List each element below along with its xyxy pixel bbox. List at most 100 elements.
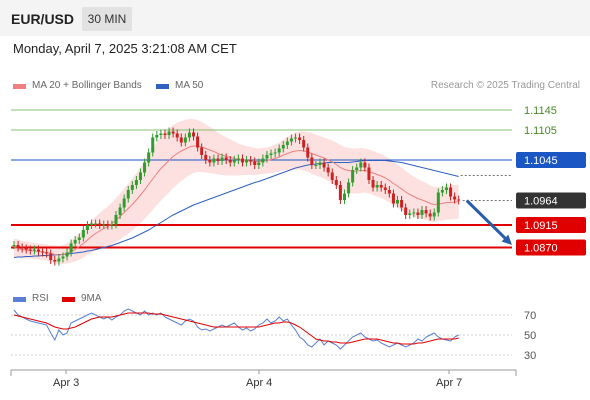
candle-body (187, 132, 191, 138)
candle-body (273, 152, 277, 154)
candle-body (277, 148, 281, 153)
resistance-level-label: 1.1105 (524, 125, 557, 137)
candle-body (355, 167, 359, 170)
candle-body (28, 249, 32, 251)
candle-body (416, 212, 420, 215)
candle-body (371, 180, 375, 188)
candle-body (183, 137, 187, 143)
candle-body (326, 167, 330, 173)
pivot-level-label: 1.1045 (524, 155, 558, 167)
candle-body (179, 137, 183, 143)
candle-body (49, 253, 53, 260)
candle-body (347, 182, 351, 194)
candle-body (73, 240, 77, 244)
candle-body (306, 147, 310, 158)
rsi-line (13, 308, 459, 350)
candle-body (155, 135, 159, 138)
candle-body (444, 187, 448, 190)
candle-body (391, 193, 395, 204)
resistance-level-label: 1.1145 (524, 105, 557, 117)
candle-body (387, 190, 391, 194)
ma20-line (13, 145, 459, 256)
rsi-tick-label: 70 (524, 310, 536, 322)
candle-body (261, 158, 265, 163)
candle-body (94, 223, 98, 225)
candle-body (106, 224, 110, 226)
rsi-ma-legend-label: 9MA (81, 293, 102, 304)
forecast-arrow-shaft (465, 199, 510, 243)
candle-body (298, 137, 302, 140)
candle-body (420, 210, 424, 215)
candle-body (265, 155, 269, 159)
candle-body (424, 210, 428, 214)
ma50-legend-swatch (156, 84, 169, 89)
candle-body (436, 192, 440, 213)
candle-body (85, 225, 89, 230)
candle-body (240, 158, 244, 163)
candle-body (204, 155, 208, 160)
candle-body (302, 140, 306, 148)
candle-body (41, 251, 45, 253)
candle-body (322, 162, 326, 168)
timeframe-button[interactable]: 30 MIN (82, 7, 132, 31)
candle-body (318, 162, 322, 165)
candle-body (90, 223, 94, 225)
candle-body (400, 200, 404, 208)
candle-body (110, 224, 114, 226)
candle-body (196, 136, 200, 148)
candle-body (134, 180, 138, 185)
candle-body (200, 147, 204, 155)
candle-body (412, 212, 416, 214)
support-level-label-box (516, 217, 586, 233)
candle-body (220, 157, 224, 161)
candle-body (114, 215, 118, 225)
support-level-label: 1.0915 (524, 220, 558, 232)
x-tick-label: Apr 3 (53, 377, 80, 389)
candle-body (453, 196, 457, 200)
candle-body (159, 133, 163, 135)
candle-body (281, 145, 285, 149)
pivot-level-label-box (516, 152, 586, 168)
candle-body (16, 245, 20, 248)
candle-body (98, 223, 102, 225)
candle-body (163, 133, 167, 135)
candle-body (216, 158, 220, 161)
candle-body (151, 137, 155, 153)
candle-body (171, 131, 175, 134)
candle-body (289, 138, 293, 142)
candle-body (359, 162, 363, 168)
candle-body (375, 185, 379, 188)
candle-body (45, 252, 49, 254)
candle-body (432, 212, 436, 217)
candle-body (77, 237, 81, 240)
x-tick-label: Apr 4 (246, 377, 273, 389)
rsi-legend-label: RSI (32, 293, 49, 304)
last-price-label: 1.0964 (524, 196, 558, 208)
candle-body (379, 185, 383, 188)
x-tick-label: Apr 7 (436, 377, 463, 389)
ma50-line (13, 160, 459, 258)
candle-body (81, 230, 85, 238)
candle-body (138, 172, 142, 180)
candle-body (314, 165, 318, 166)
candle-body (32, 249, 36, 251)
candle-body (449, 187, 453, 197)
candle-body (212, 158, 216, 163)
candle-body (102, 224, 106, 226)
candle-body (440, 190, 444, 193)
candle-body (383, 187, 387, 190)
candle-body (310, 157, 314, 165)
candle-body (338, 185, 342, 200)
candle-body (36, 249, 40, 252)
candle-body (269, 153, 273, 155)
candle-body (147, 152, 151, 163)
rsi-tick-label: 30 (524, 350, 536, 362)
bollinger-band (14, 119, 459, 264)
candle-body (192, 132, 196, 137)
forecast-arrow-head (501, 234, 512, 245)
instrument-name: EUR/USD (11, 11, 75, 27)
candle-body (224, 157, 228, 160)
rsi-ma-line (13, 312, 459, 345)
candle-body (404, 207, 408, 215)
